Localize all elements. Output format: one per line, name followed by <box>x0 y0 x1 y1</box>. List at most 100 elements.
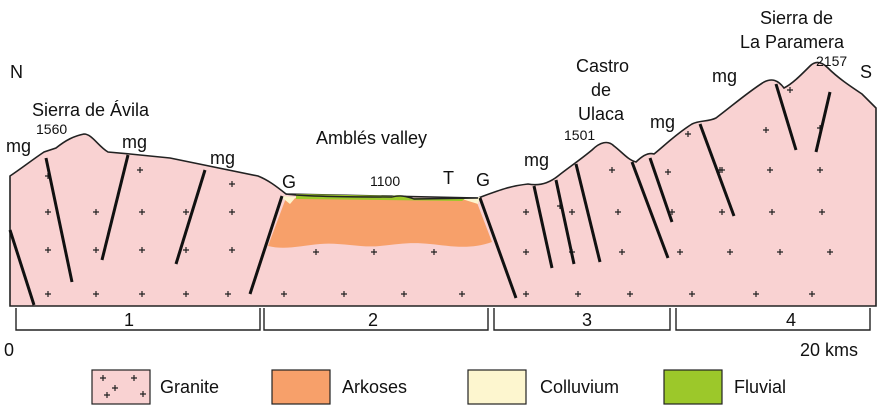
granite-plus-mark <box>523 249 529 255</box>
fault <box>8 229 36 306</box>
granite-plus-mark <box>229 209 235 215</box>
ulaca-elevation: 1501 <box>564 127 595 143</box>
granite-plus-mark <box>139 291 145 297</box>
granite-plus-mark <box>809 291 815 297</box>
mg-label-1: mg <box>6 136 31 156</box>
granite-plus-mark <box>769 209 775 215</box>
t-label: T <box>443 168 454 188</box>
granite-plus-mark <box>787 87 793 93</box>
legend-swatch-granite <box>91 369 151 405</box>
legend-granite-plus <box>100 375 146 398</box>
bracket-4 <box>675 308 871 331</box>
valley-surface <box>285 193 479 200</box>
fault <box>248 195 284 295</box>
granite-body <box>9 61 877 307</box>
fault <box>698 123 736 217</box>
south-label: S <box>860 62 872 82</box>
granite-plus-mark <box>689 291 695 297</box>
granite-plus-mark <box>281 291 287 297</box>
granite-plus-mark <box>229 181 235 187</box>
granite-plus-mark <box>767 167 773 173</box>
granite-plus-mark <box>45 247 51 253</box>
g-label-right: G <box>476 170 490 190</box>
granite-plus-mark <box>817 167 823 173</box>
north-label: N <box>10 62 23 82</box>
castro-line-1: Castro <box>576 56 629 76</box>
granite-plus-mark <box>45 209 51 215</box>
legend-swatch-fluvial <box>663 369 723 405</box>
paramera-line-1: Sierra de <box>760 8 833 28</box>
fault <box>44 157 74 283</box>
legend-label-granite: Granite <box>160 377 219 397</box>
granite-plus-mark <box>615 209 621 215</box>
fault <box>100 154 130 261</box>
granite-plus-mark <box>183 291 189 297</box>
granite-plus-mark <box>341 291 347 297</box>
granite-plus-mark <box>753 291 759 297</box>
granite-plus-mark <box>93 247 99 253</box>
granite-plus-mark <box>229 247 235 253</box>
granite-plus-mark <box>139 209 145 215</box>
granite-plus-mark <box>139 247 145 253</box>
legend-swatch-arkoses <box>271 369 331 405</box>
scale-start: 0 <box>4 340 14 360</box>
granite-plus-mark <box>523 209 529 215</box>
granite-plus-mark <box>137 167 143 173</box>
segment-2-label: 2 <box>368 310 378 330</box>
granite-plus-mark <box>183 209 189 215</box>
granite-plus-mark <box>819 209 825 215</box>
fault <box>554 179 576 265</box>
sierra-avila-label: Sierra de Ávila <box>32 100 150 120</box>
fault <box>574 163 602 263</box>
granite-plus-mark <box>431 249 437 255</box>
valley-elevation: 1100 <box>370 173 400 189</box>
arkoses-layer <box>268 198 492 248</box>
granite-plus-mark <box>763 127 769 133</box>
ambles-valley-label: Amblés valley <box>316 128 427 148</box>
granite-plus-mark <box>575 291 581 297</box>
segment-brackets <box>15 308 871 331</box>
castro-line-2: de <box>591 80 611 100</box>
granite-plus-mark <box>45 291 51 297</box>
granite-plus-mark <box>665 169 671 175</box>
fault <box>774 83 798 151</box>
granite-plus-mark <box>93 291 99 297</box>
granite-plus-mark <box>719 209 725 215</box>
granite-plus-mark <box>523 291 529 297</box>
granite-plus-mark <box>685 131 691 137</box>
scale-end: 20 kms <box>800 340 858 360</box>
granite-plus-mark <box>827 249 833 255</box>
mg-label-2: mg <box>122 132 147 152</box>
granite-plus-mark <box>619 249 625 255</box>
granite-plus-mark <box>183 247 189 253</box>
avila-elevation: 1560 <box>36 121 67 137</box>
granite-plus-mark <box>777 249 783 255</box>
segment-1-label: 1 <box>124 310 134 330</box>
legend-label-colluvium: Colluvium <box>540 377 619 397</box>
granite-plus-mark <box>459 291 465 297</box>
legend: Granite Arkoses Colluvium Fluvial <box>91 369 786 405</box>
fault <box>630 161 670 259</box>
mg-label-5: mg <box>650 112 675 132</box>
bracket-1 <box>15 308 261 331</box>
granite-plus-mark <box>569 209 575 215</box>
g-label-left: G <box>282 172 296 192</box>
legend-swatch-colluvium <box>467 369 527 405</box>
fault <box>814 91 832 153</box>
paramera-elevation: 2157 <box>816 53 847 69</box>
granite-plus-mark <box>401 291 407 297</box>
bracket-2 <box>263 308 489 331</box>
mg-label-6: mg <box>712 66 737 86</box>
granite-plus-mark <box>225 291 231 297</box>
granite-plus-mark <box>727 249 733 255</box>
bracket-3 <box>493 308 671 331</box>
granite-plus-mark <box>609 167 615 173</box>
castro-line-3: Ulaca <box>578 104 625 124</box>
granite-plus-mark <box>313 249 319 255</box>
fault <box>174 169 207 265</box>
granite-plus-mark <box>627 291 633 297</box>
granite-plus-mark <box>93 209 99 215</box>
fault <box>478 197 518 299</box>
mg-label-4: mg <box>524 150 549 170</box>
